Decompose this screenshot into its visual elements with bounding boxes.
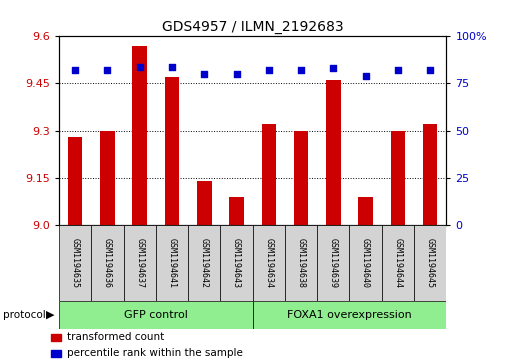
Text: GFP control: GFP control — [124, 310, 188, 320]
Bar — [59, 225, 91, 301]
Bar — [390, 131, 405, 225]
Bar — [221, 225, 252, 301]
Bar — [197, 181, 211, 225]
Point — [362, 73, 370, 79]
Point — [71, 68, 79, 73]
Text: GSM1194635: GSM1194635 — [71, 238, 80, 288]
Point — [329, 65, 338, 71]
Text: GSM1194637: GSM1194637 — [135, 238, 144, 288]
Bar — [132, 46, 147, 225]
Bar — [423, 125, 438, 225]
Bar — [229, 197, 244, 225]
Bar — [252, 301, 446, 329]
Text: FOXA1 overexpression: FOXA1 overexpression — [287, 310, 412, 320]
Bar — [51, 350, 61, 357]
Bar — [252, 225, 285, 301]
Text: GSM1194643: GSM1194643 — [232, 238, 241, 288]
Text: GSM1194641: GSM1194641 — [167, 238, 176, 288]
Point — [265, 68, 273, 73]
Point — [394, 68, 402, 73]
Bar — [124, 225, 156, 301]
Bar — [382, 225, 414, 301]
Bar — [414, 225, 446, 301]
Bar — [294, 131, 308, 225]
Bar — [100, 131, 115, 225]
Point — [232, 71, 241, 77]
Bar — [156, 225, 188, 301]
Point — [297, 68, 305, 73]
Text: GSM1194640: GSM1194640 — [361, 238, 370, 288]
Bar — [326, 80, 341, 225]
Bar — [285, 225, 317, 301]
Bar — [68, 137, 83, 225]
Text: ▶: ▶ — [46, 310, 55, 320]
Point — [135, 64, 144, 69]
Bar — [51, 334, 61, 341]
Point — [200, 71, 208, 77]
Bar — [91, 225, 124, 301]
Bar — [262, 125, 276, 225]
Bar — [349, 225, 382, 301]
Text: GSM1194639: GSM1194639 — [329, 238, 338, 288]
Bar — [165, 77, 179, 225]
Text: GSM1194644: GSM1194644 — [393, 238, 402, 288]
Bar — [317, 225, 349, 301]
Text: protocol: protocol — [3, 310, 45, 320]
Point — [103, 68, 111, 73]
Text: GSM1194636: GSM1194636 — [103, 238, 112, 288]
Title: GDS4957 / ILMN_2192683: GDS4957 / ILMN_2192683 — [162, 20, 344, 34]
Text: percentile rank within the sample: percentile rank within the sample — [67, 348, 243, 358]
Text: GSM1194634: GSM1194634 — [264, 238, 273, 288]
Point — [168, 64, 176, 69]
Point — [426, 68, 435, 73]
Bar — [359, 197, 373, 225]
Text: GSM1194638: GSM1194638 — [297, 238, 306, 288]
Bar — [188, 225, 221, 301]
Text: GSM1194645: GSM1194645 — [426, 238, 435, 288]
Text: GSM1194642: GSM1194642 — [200, 238, 209, 288]
Bar — [59, 301, 252, 329]
Text: transformed count: transformed count — [67, 332, 164, 342]
